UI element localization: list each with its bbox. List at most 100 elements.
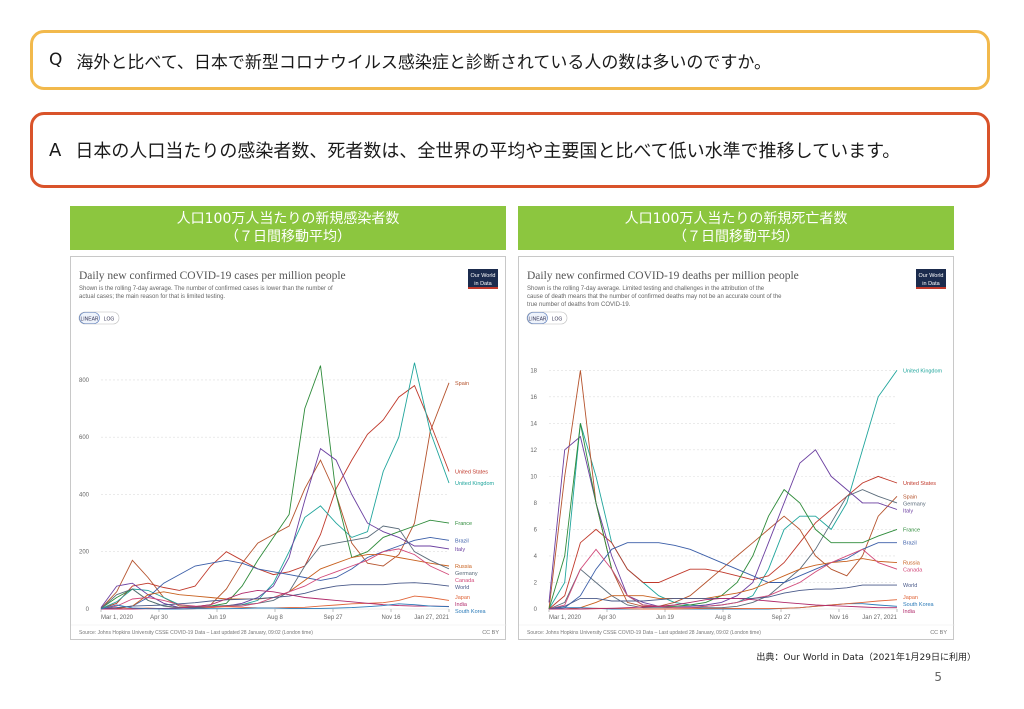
question-box: Q 海外と比べて、日本で新型コロナウイルス感染症と診断されている人の数は多いので… (30, 30, 990, 90)
owid-logo-bar (916, 287, 946, 289)
series-line (548, 489, 898, 610)
y-tick-label: 14 (530, 421, 537, 427)
cases-chart-frame: Daily new confirmed COVID-19 cases per m… (70, 256, 507, 640)
series-end-label: Japan (455, 595, 470, 601)
chart-subtitle: Shown is the rolling 7-day average. Limi… (527, 286, 765, 292)
log-toggle: LOG (552, 317, 563, 323)
series-end-label: World (455, 585, 469, 591)
series-end-label: Brazil (903, 541, 917, 547)
linear-toggle: LINEAR (80, 317, 98, 323)
answer-text: 日本の人口当たりの感染者数、死者数は、全世界の平均や主要国と比べて低い水準で推移… (75, 141, 901, 162)
x-tick-label: Jan 27, 2021 (414, 615, 449, 621)
source-note: 出典：Our World in Data（2021年1月29日に利用） (756, 653, 976, 663)
owid-logo (468, 269, 498, 289)
series-line (549, 597, 897, 610)
series-end-label: India (455, 602, 468, 608)
series-line (548, 548, 898, 610)
series-line (548, 423, 898, 610)
x-tick-label: Nov 16 (381, 615, 401, 621)
owid-logo-text: in Data (922, 281, 940, 287)
series-line (100, 362, 450, 610)
chart-title: Daily new confirmed COVID-19 cases per m… (79, 270, 346, 282)
linear-toggle-bg (79, 312, 100, 324)
deaths-chart-frame: Daily new confirmed COVID-19 deaths per … (518, 256, 955, 640)
series-line (100, 447, 450, 609)
right-header-line1: 人口100万人当たりの新規死亡者数 (624, 211, 848, 227)
y-tick-label: 600 (79, 435, 90, 441)
y-tick-label: 2 (534, 580, 538, 586)
series-end-label: Italy (455, 547, 465, 553)
linear-toggle-bg (527, 312, 548, 324)
left-panel-header: 人口100万人当たりの新規感染者数 （７日間移動平均） (70, 206, 506, 250)
series-end-label: Germany (455, 571, 478, 577)
chart-subtitle: true number of deaths from COVID-19. (527, 302, 631, 308)
y-tick-label: 0 (534, 607, 538, 613)
y-tick-label: 16 (530, 395, 537, 401)
x-tick-label: Apr 30 (150, 615, 168, 621)
series-end-label: Spain (903, 494, 917, 500)
linear-toggle: LINEAR (528, 317, 546, 323)
series-end-label: South Korea (455, 609, 487, 615)
x-tick-label: Mar 1, 2020 (101, 615, 134, 621)
series-line (100, 525, 450, 610)
series-end-label: United Kingdom (903, 368, 943, 374)
y-tick-label: 8 (534, 501, 538, 507)
series-end-label: United States (903, 481, 936, 487)
y-tick-label: 400 (79, 492, 90, 498)
x-tick-label: Jan 27, 2021 (862, 615, 897, 621)
y-tick-label: 800 (79, 378, 90, 384)
series-line (548, 370, 898, 610)
chart-source-footer: Source: Johns Hopkins University CSSE CO… (79, 630, 313, 636)
cases-chart: Daily new confirmed COVID-19 cases per m… (71, 269, 507, 636)
x-tick-label: Sep 27 (771, 615, 791, 621)
x-tick-label: Jun 19 (656, 615, 675, 621)
right-panel-header: 人口100万人当たりの新規死亡者数 （７日間移動平均） (518, 206, 954, 250)
chart-subtitle: Shown is the rolling 7-day average. The … (79, 286, 333, 292)
y-tick-label: 10 (530, 474, 537, 480)
left-header-line2: （７日間移動平均） (225, 229, 351, 245)
x-tick-label: Aug 8 (267, 615, 283, 621)
series-end-label: France (455, 521, 472, 527)
left-header-line1: 人口100万人当たりの新規感染者数 (176, 211, 400, 227)
y-tick-label: 18 (530, 368, 537, 374)
y-tick-label: 200 (79, 550, 90, 556)
chart-source-footer: Source: Johns Hopkins University CSSE CO… (527, 630, 761, 636)
series-end-label: World (903, 583, 917, 589)
y-tick-label: 6 (534, 527, 538, 533)
x-tick-label: Mar 1, 2020 (549, 615, 582, 621)
series-end-label: Germany (903, 501, 926, 507)
y-tick-label: 4 (534, 554, 538, 560)
x-tick-label: Aug 8 (715, 615, 731, 621)
x-tick-label: Apr 30 (598, 615, 616, 621)
log-toggle: LOG (104, 317, 115, 323)
series-end-label: India (903, 609, 916, 615)
series-end-label: Canada (455, 578, 475, 584)
series-line (548, 435, 898, 607)
series-end-label: United States (455, 470, 488, 476)
page-number: 5 (934, 670, 942, 684)
owid-logo-bar (468, 287, 498, 289)
series-line (100, 582, 450, 610)
y-tick-label: 0 (86, 607, 90, 613)
series-end-label: France (903, 527, 920, 533)
series-line (548, 584, 897, 610)
question-text: 海外と比べて、日本で新型コロナウイルス感染症と診断されている人の数は多いのですか… (76, 52, 772, 73)
x-tick-label: Jun 19 (208, 615, 227, 621)
series-line (100, 382, 450, 609)
series-line (549, 558, 898, 610)
series-line (100, 536, 450, 610)
series-line (100, 603, 450, 610)
series-end-label: Brazil (455, 538, 469, 544)
owid-logo-text: Our World (471, 273, 496, 279)
series-end-label: Japan (903, 595, 918, 601)
series-end-label: South Korea (903, 602, 935, 608)
series-line (100, 384, 450, 610)
chart-subtitle: actual cases; the main reason for that i… (79, 294, 225, 300)
y-tick-label: 12 (530, 448, 537, 454)
series-line (548, 542, 897, 610)
series-end-label: Canada (903, 568, 923, 574)
x-tick-label: Sep 27 (323, 615, 343, 621)
owid-logo (916, 269, 946, 289)
series-end-label: Italy (903, 508, 913, 514)
x-tick-label: Nov 16 (829, 615, 849, 621)
